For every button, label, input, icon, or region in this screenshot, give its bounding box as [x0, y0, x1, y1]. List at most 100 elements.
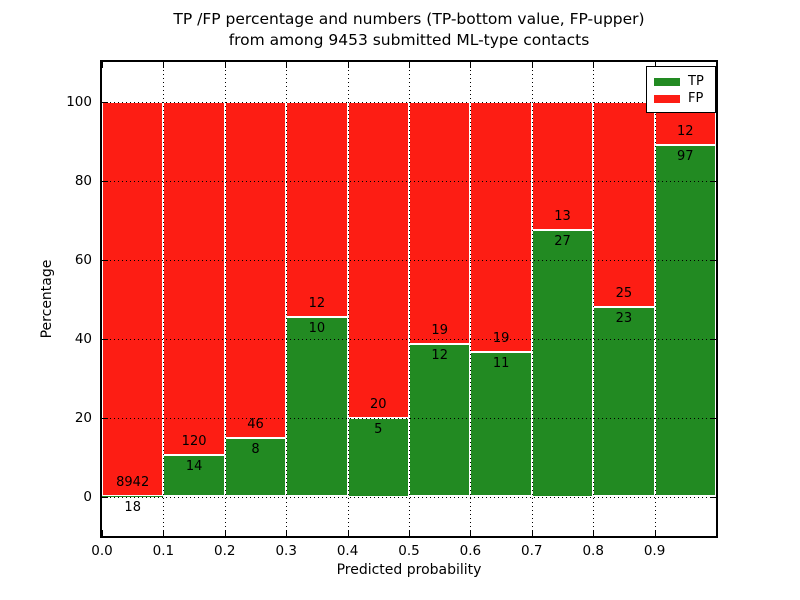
x-tick-mark [224, 530, 226, 536]
v-gridline [470, 62, 472, 536]
bar-tp-segment [409, 343, 471, 497]
x-tick-label: 0.7 [521, 543, 543, 559]
tp-count-label: 23 [615, 311, 633, 327]
tp-count-label: 8 [251, 441, 260, 457]
x-tick-mark [163, 530, 165, 536]
y-axis-label: Percentage [39, 259, 55, 339]
tp-count-label: 11 [492, 355, 510, 371]
bar-tp-segment [102, 495, 164, 497]
fp-count-label: 12 [677, 123, 694, 139]
tp-count-label: 10 [308, 320, 326, 336]
y-tick-label: 20 [74, 409, 92, 426]
y-tick-mark [102, 101, 108, 103]
y-tick-label: 60 [74, 251, 92, 268]
fp-count-label: 19 [431, 322, 448, 338]
x-tick-mark [654, 530, 656, 536]
legend-swatch-tp-icon [654, 77, 680, 86]
x-tick-mark [409, 530, 410, 536]
v-gridline [163, 62, 165, 536]
x-tick-mark [286, 530, 288, 536]
chart-title-line2: from among 9453 submitted ML-type contac… [228, 31, 590, 49]
x-tick-label: 0.6 [459, 543, 482, 559]
v-gridline [593, 62, 595, 536]
y-tick-mark [710, 259, 716, 261]
chart-title: TP /FP percentage and numbers (TP-bottom… [100, 9, 718, 51]
x-tick-mark [163, 62, 165, 68]
plot-area: 8942 18 120 14 46 8 12 10 20 5 19 12 19 11 13 27 25 23 12 9… [66, 60, 718, 559]
y-tick-label: 0 [83, 488, 92, 505]
bar-fp-segment [163, 101, 225, 456]
tp-count-label: 12 [431, 347, 448, 363]
y-tick-mark [102, 259, 108, 261]
legend-label-tp: TP [688, 74, 704, 89]
v-gridline [409, 62, 410, 536]
bar-fp-segment [102, 101, 164, 496]
bar-tp-segment [224, 437, 287, 497]
legend: TP FP [646, 66, 716, 113]
x-tick-label: 0.1 [152, 543, 175, 559]
x-tick-mark [654, 62, 656, 68]
x-tick-label: 0.3 [275, 543, 297, 559]
x-tick-mark [347, 530, 349, 536]
x-tick-mark [102, 62, 103, 68]
y-tick-mark [102, 496, 108, 498]
tp-count-label: 18 [124, 499, 141, 515]
y-tick-label: 100 [66, 93, 92, 110]
x-tick-mark [531, 62, 533, 68]
x-tick-label: 0.4 [336, 543, 359, 559]
bar-tp-segment [470, 351, 532, 497]
fp-count-label: 20 [370, 396, 387, 412]
legend-item-tp: TP [654, 73, 709, 90]
y-tick-mark [710, 496, 716, 498]
x-tick-label: 0.0 [91, 543, 113, 559]
bar-fp-segment [470, 101, 532, 352]
bar-fp-segment [224, 101, 287, 438]
x-tick-mark [224, 62, 226, 68]
y-tick-mark [710, 180, 716, 182]
x-tick-mark [286, 62, 288, 68]
bar-tp-segment [347, 417, 409, 497]
fp-count-label: 12 [308, 295, 326, 311]
tp-count-label: 97 [677, 148, 694, 164]
fp-count-label: 8942 [116, 474, 150, 490]
fp-count-label: 19 [492, 330, 510, 346]
fp-count-label: 13 [554, 208, 571, 224]
x-tick-label: 0.8 [582, 543, 604, 559]
x-tick-label: 0.9 [643, 543, 666, 559]
x-tick-mark [470, 530, 472, 536]
x-tick-mark [347, 62, 349, 68]
tp-count-label: 27 [554, 233, 571, 249]
bar-fp-segment [593, 101, 655, 308]
x-tick-mark [531, 530, 533, 536]
v-gridline [347, 62, 349, 536]
x-tick-mark [593, 530, 595, 536]
x-tick-mark [409, 62, 410, 68]
y-tick-mark [102, 180, 108, 182]
y-tick-mark [710, 417, 716, 419]
y-tick-label: 80 [74, 172, 92, 189]
x-tick-label: 0.5 [398, 543, 420, 559]
legend-label-fp: FP [688, 91, 704, 106]
bar-fp-segment [409, 101, 471, 344]
bar-tp-segment [593, 307, 655, 497]
v-gridline [654, 62, 656, 536]
bar-tp-segment [654, 144, 716, 497]
v-gridline [286, 62, 288, 536]
x-tick-mark [593, 62, 595, 68]
tp-count-label: 5 [374, 421, 383, 437]
fp-count-label: 46 [247, 416, 264, 432]
x-tick-mark [102, 530, 103, 536]
y-tick-mark [102, 338, 108, 340]
y-tick-mark [710, 338, 716, 340]
y-tick-mark [102, 417, 108, 419]
x-tick-label: 0.2 [214, 543, 236, 559]
fp-count-label: 25 [615, 286, 633, 302]
legend-swatch-fp-icon [654, 94, 680, 103]
fp-count-label: 120 [181, 434, 207, 450]
bar-fp-segment [286, 101, 348, 317]
legend-item-fp: FP [654, 90, 709, 107]
x-axis-label: Predicted probability [336, 562, 482, 578]
bar-tp-segment [286, 316, 348, 497]
bar-tp-segment [531, 229, 594, 497]
